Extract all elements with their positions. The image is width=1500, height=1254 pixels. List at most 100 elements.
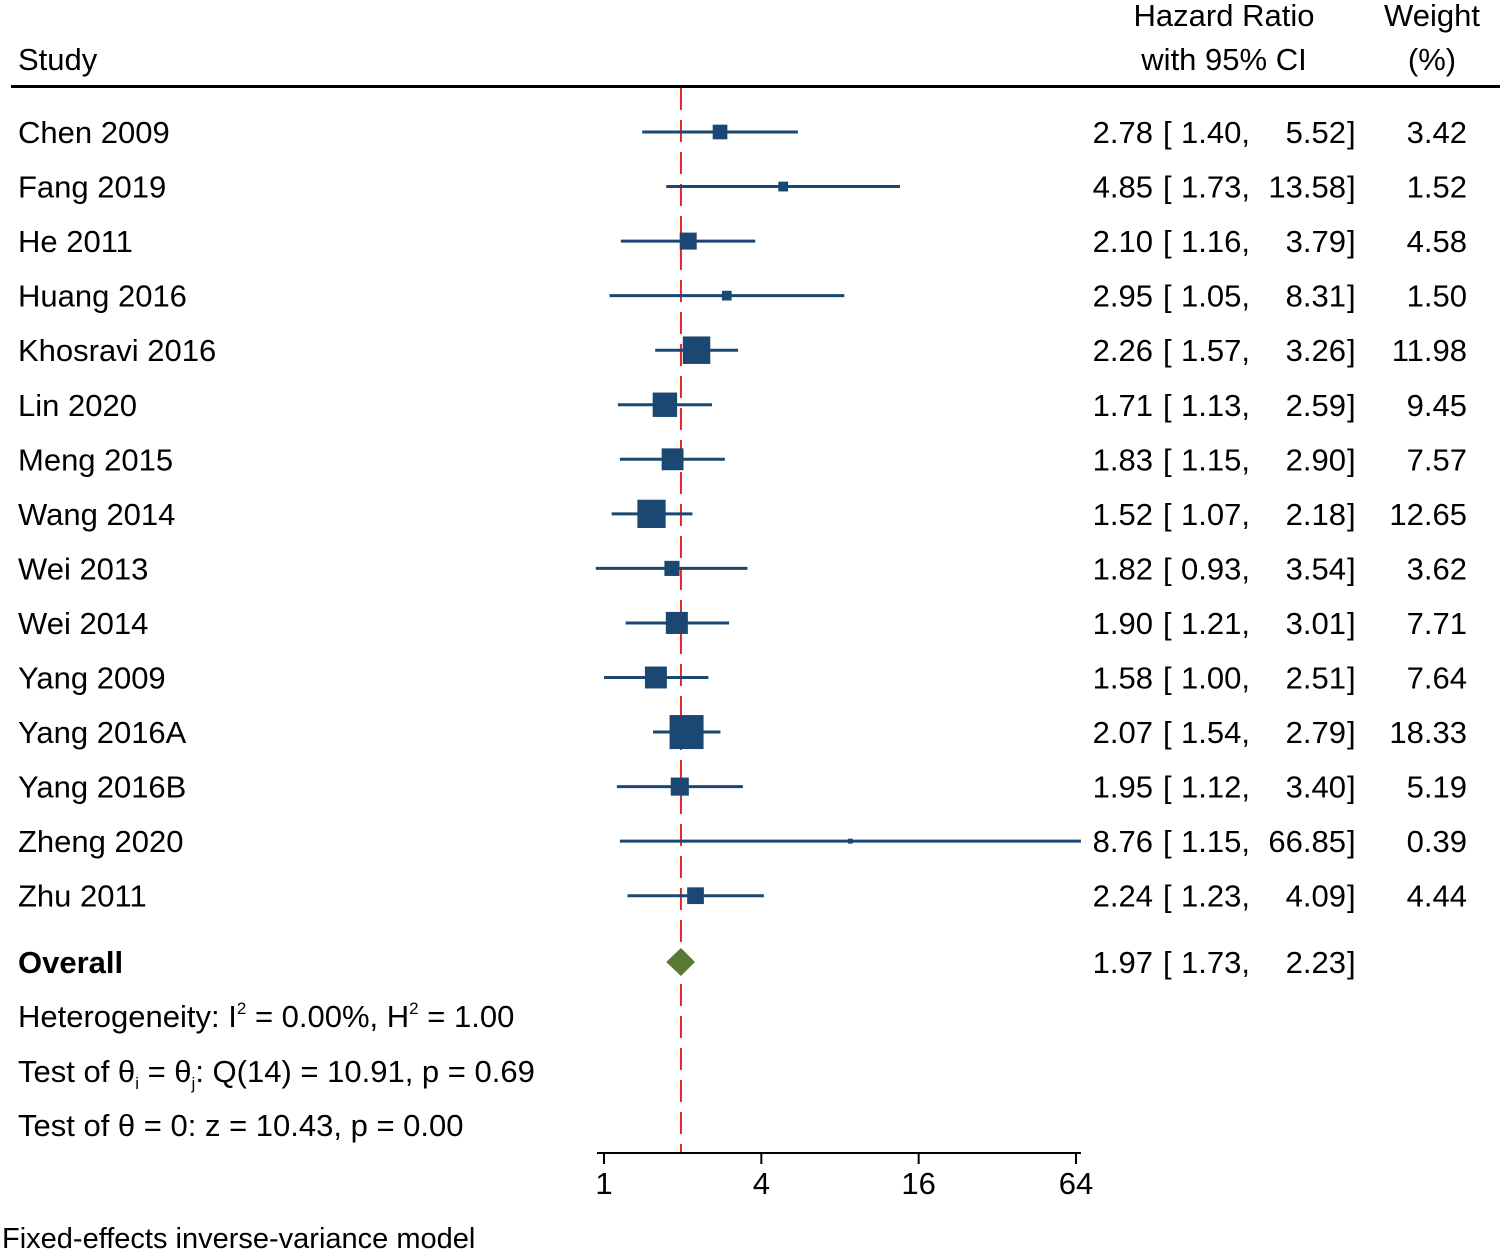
ci-lower: 1.15,: [1181, 442, 1250, 477]
study-name: Yang 2016A: [18, 715, 187, 750]
ci-lower: 1.57,: [1181, 333, 1250, 368]
ci-upper: 3.01: [1286, 606, 1346, 641]
study-name: Wei 2013: [18, 551, 148, 586]
hr-value: 1.95: [1093, 770, 1153, 805]
study-row: Yang 2016A 2.07 [1.54, 2.79] 18.33: [18, 715, 1467, 750]
header-weight-line1: Weight: [1384, 0, 1480, 33]
weight-value: 1.52: [1407, 170, 1467, 205]
study-row: Lin 2020 1.71 [1.13, 2.59] 9.45: [18, 388, 1467, 423]
ci-open-bracket: [: [1163, 279, 1172, 314]
weight-square: [637, 499, 666, 528]
ci-lower: 1.15,: [1181, 824, 1250, 859]
study-name: Lin 2020: [18, 388, 137, 423]
ci-open-bracket: [: [1163, 551, 1172, 586]
hr-value: 1.71: [1093, 388, 1153, 423]
weight-square: [670, 777, 689, 796]
study-row: Wei 2013 1.82 [0.93, 3.54] 3.62: [18, 551, 1467, 586]
study-name: Huang 2016: [18, 279, 187, 314]
study-name: Chen 2009: [18, 115, 170, 150]
hr-value: 1.83: [1093, 442, 1153, 477]
ci-open-bracket: [: [1163, 879, 1172, 914]
ci-upper: 2.51: [1286, 661, 1346, 696]
weight-square: [664, 560, 680, 576]
weight-square: [712, 124, 728, 140]
hr-value: 4.85: [1093, 170, 1153, 205]
study-rows: Chen 2009 2.78 [1.40, 5.52] 3.42 Fang 2019 4.8…: [18, 115, 1467, 914]
ci-lower: 1.05,: [1181, 279, 1250, 314]
weight-square: [847, 838, 853, 844]
study-row: He 2011 2.10 [1.16, 3.79] 4.58: [18, 224, 1467, 259]
ci-lower: 1.40,: [1181, 115, 1250, 150]
weight-value: 7.71: [1407, 606, 1467, 641]
header-study: Study: [18, 42, 98, 77]
study-row: Yang 2016B 1.95 [1.12, 3.40] 5.19: [18, 770, 1467, 805]
weight-square: [679, 232, 697, 250]
ci-open-bracket: [: [1163, 115, 1172, 150]
overall-diamond: [666, 948, 696, 976]
ci-upper: 5.52: [1286, 115, 1346, 150]
ci-upper: 2.59: [1286, 388, 1346, 423]
weight-value: 0.39: [1407, 824, 1467, 859]
ci-lower: 1.16,: [1181, 224, 1250, 259]
study-name: Zhu 2011: [18, 879, 147, 914]
study-name: Yang 2016B: [18, 770, 186, 805]
hr-value: 2.26: [1093, 333, 1153, 368]
study-row: Khosravi 2016 2.26 [1.57, 3.26] 11.98: [18, 333, 1467, 368]
ci-lower: 0.93,: [1181, 551, 1250, 586]
study-name: Meng 2015: [18, 442, 173, 477]
header-hr-line2: with 95% CI: [1140, 42, 1306, 77]
ci-upper: 2.79: [1286, 715, 1346, 750]
weight-value: 11.98: [1392, 333, 1467, 368]
ci-close-bracket: ]: [1347, 879, 1356, 914]
weight-square: [644, 666, 667, 689]
model-note: Fixed-effects inverse-variance model: [2, 1223, 475, 1254]
study-name: Yang 2009: [18, 661, 166, 696]
ci-open-bracket: [: [1163, 770, 1172, 805]
study-row: Huang 2016 2.95 [1.05, 8.31] 1.50: [18, 279, 1467, 314]
weight-value: 4.58: [1407, 224, 1467, 259]
ci-upper: 3.26: [1286, 333, 1346, 368]
x-tick-label: 1: [595, 1166, 612, 1201]
ci-open-bracket: [: [1163, 388, 1172, 423]
weight-value: 12.65: [1389, 497, 1467, 532]
hr-value: 2.95: [1093, 279, 1153, 314]
x-tick-label: 4: [753, 1166, 770, 1201]
weight-square: [721, 290, 732, 301]
x-tick-label: 64: [1059, 1166, 1093, 1201]
ci-upper: 8.31: [1286, 279, 1346, 314]
ci-upper: 3.40: [1286, 770, 1346, 805]
overall-ci-upper: 2.23: [1286, 945, 1346, 980]
hr-value: 1.90: [1093, 606, 1153, 641]
ci-close-bracket: ]: [1347, 715, 1356, 750]
ci-close-bracket: ]: [1347, 279, 1356, 314]
weight-square: [661, 448, 684, 471]
overall-ci-lower: 1.73,: [1181, 945, 1250, 980]
weight-square: [665, 611, 688, 634]
ci-open-bracket: [: [1163, 333, 1172, 368]
study-name: Zheng 2020: [18, 824, 183, 859]
study-row: Meng 2015 1.83 [1.15, 2.90] 7.57: [18, 442, 1467, 477]
ci-upper: 2.18: [1286, 497, 1346, 532]
hr-value: 1.58: [1093, 661, 1153, 696]
weight-value: 7.57: [1407, 442, 1467, 477]
weight-value: 9.45: [1407, 388, 1467, 423]
header-hr-line1: Hazard Ratio: [1134, 0, 1315, 33]
x-axis: 1 4 16 64: [595, 1152, 1093, 1201]
ci-lower: 1.23,: [1181, 879, 1250, 914]
ci-close-bracket: ]: [1347, 170, 1356, 205]
homogeneity-test-stat: Test of θi = θj: Q(14) = 10.91, p = 0.69: [18, 1054, 535, 1093]
study-name: He 2011: [18, 224, 133, 259]
study-name: Fang 2019: [18, 170, 166, 205]
overall-label: Overall: [18, 945, 123, 980]
ci-open-bracket: [: [1163, 224, 1172, 259]
study-name: Wei 2014: [18, 606, 148, 641]
overall-row: Overall 1.97 [1.73, 2.23]: [18, 945, 1356, 980]
ci-close-bracket: ]: [1347, 824, 1356, 859]
ci-open-bracket: [: [1163, 606, 1172, 641]
overall-effect-test-stat: Test of θ = 0: z = 10.43, p = 0.00: [18, 1108, 464, 1143]
hr-value: 1.82: [1093, 551, 1153, 586]
ci-close-bracket: ]: [1347, 497, 1356, 532]
ci-open-bracket: [: [1163, 824, 1172, 859]
hr-value: 2.10: [1093, 224, 1153, 259]
